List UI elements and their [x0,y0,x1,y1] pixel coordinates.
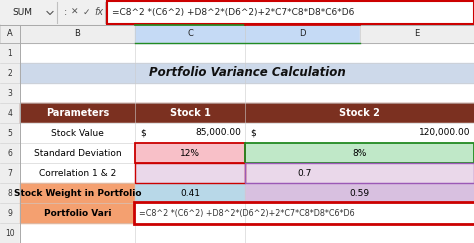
Bar [20,163,474,183]
Text: 3: 3 [8,88,12,97]
Bar [107,1,474,24]
Bar [20,183,474,203]
Text: Parameters: Parameters [46,108,109,118]
Bar [134,202,474,224]
Text: Stock Value: Stock Value [51,129,104,138]
Bar [20,203,135,223]
Bar [0,63,20,83]
Bar [135,143,245,163]
Bar [360,25,474,43]
Bar [20,63,474,83]
Text: ✕: ✕ [71,8,79,17]
Bar [245,163,474,183]
Text: ✓: ✓ [82,8,90,17]
Text: 0.7: 0.7 [297,168,312,177]
Bar [135,163,245,183]
Bar [20,223,474,243]
Text: 120,000.00: 120,000.00 [419,129,470,138]
Bar [0,25,20,43]
Text: Portfolio Vari: Portfolio Vari [44,208,111,217]
Text: 5: 5 [8,129,12,138]
Bar [0,143,20,163]
Bar [245,143,474,163]
Bar [0,203,20,223]
Bar [20,203,474,223]
Bar [20,183,135,203]
Bar [20,43,474,63]
Bar [0,43,20,63]
Text: =C8^2 *(C6^2) +D8^2*(D6^2)+2*C7*C8*D8*C6*D6: =C8^2 *(C6^2) +D8^2*(D6^2)+2*C7*C8*D8*C6… [112,8,355,17]
Text: A: A [7,29,13,38]
Text: Stock Weight in Portfolio: Stock Weight in Portfolio [14,189,141,198]
Bar [135,203,474,223]
Bar [20,83,474,103]
Text: 9: 9 [8,208,12,217]
Text: 85,000.00: 85,000.00 [195,129,241,138]
Bar [0,83,20,103]
Text: Stock 2: Stock 2 [339,108,380,118]
Text: E: E [414,29,419,38]
Bar [20,63,474,83]
Text: 0.41: 0.41 [180,189,200,198]
Text: B: B [74,29,81,38]
Text: 0.59: 0.59 [349,189,370,198]
Text: fx: fx [94,8,103,17]
Bar [0,0,474,25]
Text: 2: 2 [8,69,12,78]
Text: 12%: 12% [180,148,200,157]
Bar [245,25,360,43]
Bar [0,25,474,43]
Bar [20,103,474,123]
Text: :: : [64,8,68,17]
Text: 6: 6 [8,148,12,157]
Text: 10: 10 [5,228,15,237]
Text: Correlation 1 & 2: Correlation 1 & 2 [39,168,116,177]
Text: SUM: SUM [12,8,32,17]
Bar [20,25,135,43]
Bar [135,143,245,163]
Bar [0,223,20,243]
Bar [0,183,20,203]
Bar [0,123,20,143]
Bar [20,163,135,183]
Text: 7: 7 [8,168,12,177]
Bar [135,163,474,183]
Text: =C8^2 *(C6^2) +D8^2*(D6^2)+2*C7*C8*D8*C6*D6: =C8^2 *(C6^2) +D8^2*(D6^2)+2*C7*C8*D8*C6… [139,208,355,217]
Bar [0,0,57,25]
Bar [20,123,474,143]
Bar [0,103,20,123]
Text: 8: 8 [8,189,12,198]
Bar [20,123,474,143]
Text: Stock 1: Stock 1 [170,108,210,118]
Text: 1: 1 [8,49,12,58]
Text: $: $ [140,129,146,138]
Bar [107,1,474,24]
Text: Standard Deviation: Standard Deviation [34,148,121,157]
Text: 4: 4 [8,109,12,118]
Bar [20,143,474,163]
Bar [135,183,245,203]
Text: D: D [299,29,306,38]
Bar [245,183,474,203]
Bar [245,143,474,163]
Bar [0,163,20,183]
Bar [20,103,474,123]
Bar [135,25,245,43]
Text: C: C [187,29,193,38]
Bar [20,143,135,163]
Text: Portfolio Variance Calculation: Portfolio Variance Calculation [149,67,346,79]
Text: $: $ [250,129,256,138]
Text: 8%: 8% [352,148,367,157]
